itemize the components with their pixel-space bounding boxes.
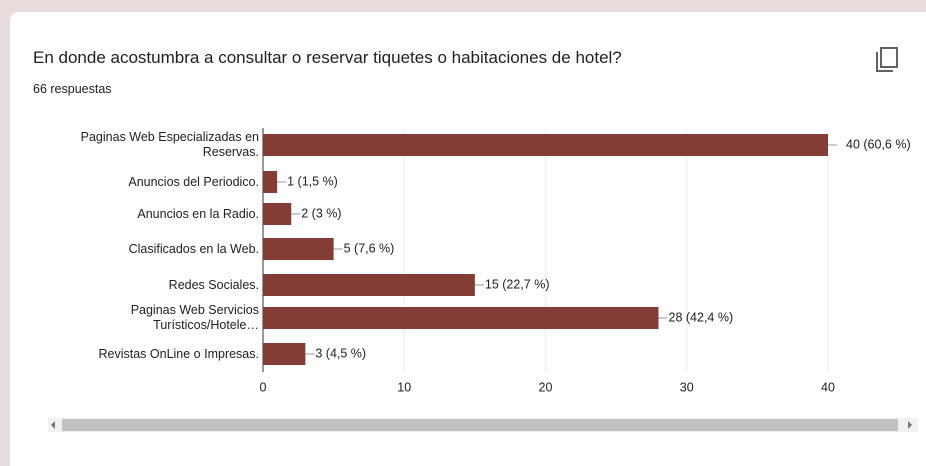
x-tick-label: 10 xyxy=(397,380,411,394)
value-label: 40 (60,6 %) xyxy=(846,137,911,151)
x-tick-label: 0 xyxy=(260,380,267,394)
scrollbar-thumb[interactable] xyxy=(62,419,898,431)
scroll-left[interactable] xyxy=(51,421,55,429)
x-tick-label: 40 xyxy=(821,380,835,394)
copy-icon[interactable] xyxy=(874,46,900,74)
value-label: 15 (22,7 %) xyxy=(485,277,550,291)
response-count: 66 respuestas xyxy=(33,82,112,96)
bar xyxy=(263,134,828,156)
value-label: 1 (1,5 %) xyxy=(287,174,338,188)
bar xyxy=(263,238,334,260)
category-label: Revistas OnLine o Impresas. xyxy=(98,346,260,361)
value-label: 28 (42,4 %) xyxy=(669,310,734,324)
x-tick-label: 30 xyxy=(680,380,694,394)
bar xyxy=(263,171,278,193)
category-label: Clasificados en la Web. xyxy=(128,241,259,256)
category-label: Anuncios del Periodico. xyxy=(128,174,259,189)
category-label: Redes Sociales. xyxy=(168,277,259,292)
bar xyxy=(263,343,306,365)
scroll-right[interactable] xyxy=(908,421,912,429)
x-tick-label: 20 xyxy=(539,380,553,394)
bar xyxy=(263,203,292,225)
category-label: Anuncios en la Radio. xyxy=(137,206,259,221)
bar xyxy=(263,274,475,296)
category-label: Paginas Web Especializadas en Reservas. xyxy=(80,130,259,159)
value-label: 5 (7,6 %) xyxy=(344,241,395,255)
category-label: Paginas Web Servicios Turísticos/Hotele… xyxy=(130,303,259,332)
card xyxy=(10,12,926,466)
value-label: 2 (3 %) xyxy=(301,206,341,220)
value-label: 3 (4,5 %) xyxy=(315,346,366,360)
question-title: En donde acostumbra a consultar o reserv… xyxy=(33,48,622,67)
bar xyxy=(263,307,659,329)
